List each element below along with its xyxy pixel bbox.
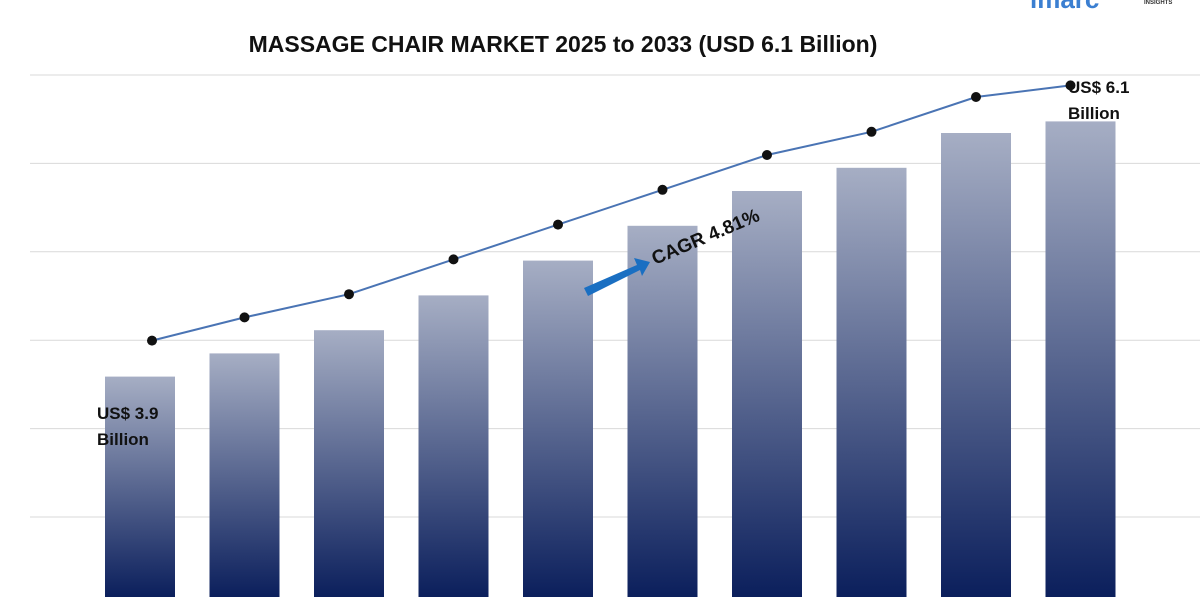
- end-value-label: US$ 6.1 Billion: [1068, 78, 1129, 123]
- bar: [836, 167, 907, 598]
- chart-title: MASSAGE CHAIR MARKET 2025 to 2033 (USD 6…: [249, 31, 878, 57]
- cagr-arrow-icon: [584, 258, 650, 296]
- bar: [523, 260, 593, 597]
- trend-marker: [553, 219, 563, 230]
- trend-marker: [657, 184, 668, 195]
- logo-subtext: INSIGHTS: [1144, 0, 1172, 6]
- trend-marker: [762, 150, 772, 160]
- bar: [941, 133, 1011, 597]
- trend-marker: [239, 312, 250, 323]
- end-value-line1: US$ 6.1: [1068, 78, 1129, 97]
- bar: [627, 225, 698, 598]
- start-value-line2: Billion: [97, 430, 149, 449]
- bar: [732, 191, 802, 597]
- brand-logo: imarc INSIGHTS: [1030, 0, 1172, 14]
- trend-marker: [866, 126, 877, 137]
- trend-line: [151, 84, 1071, 342]
- trend-marker: [448, 254, 459, 265]
- bars: [105, 121, 1116, 598]
- logo-text: imarc: [1030, 0, 1099, 14]
- bar: [314, 330, 384, 597]
- trend-marker: [147, 335, 157, 346]
- end-value-line2: Billion: [1068, 104, 1120, 123]
- start-value-line1: US$ 3.9: [97, 404, 158, 423]
- trend-marker: [971, 92, 981, 102]
- start-value-label: US$ 3.9 Billion: [97, 404, 158, 449]
- bar: [105, 376, 175, 597]
- trend-marker: [1065, 80, 1076, 91]
- bar: [418, 295, 489, 597]
- bar: [1045, 121, 1116, 598]
- gridlines: [30, 74, 1200, 518]
- trend-marker: [344, 289, 354, 300]
- bar: [209, 353, 280, 597]
- trend-markers: [147, 80, 1076, 346]
